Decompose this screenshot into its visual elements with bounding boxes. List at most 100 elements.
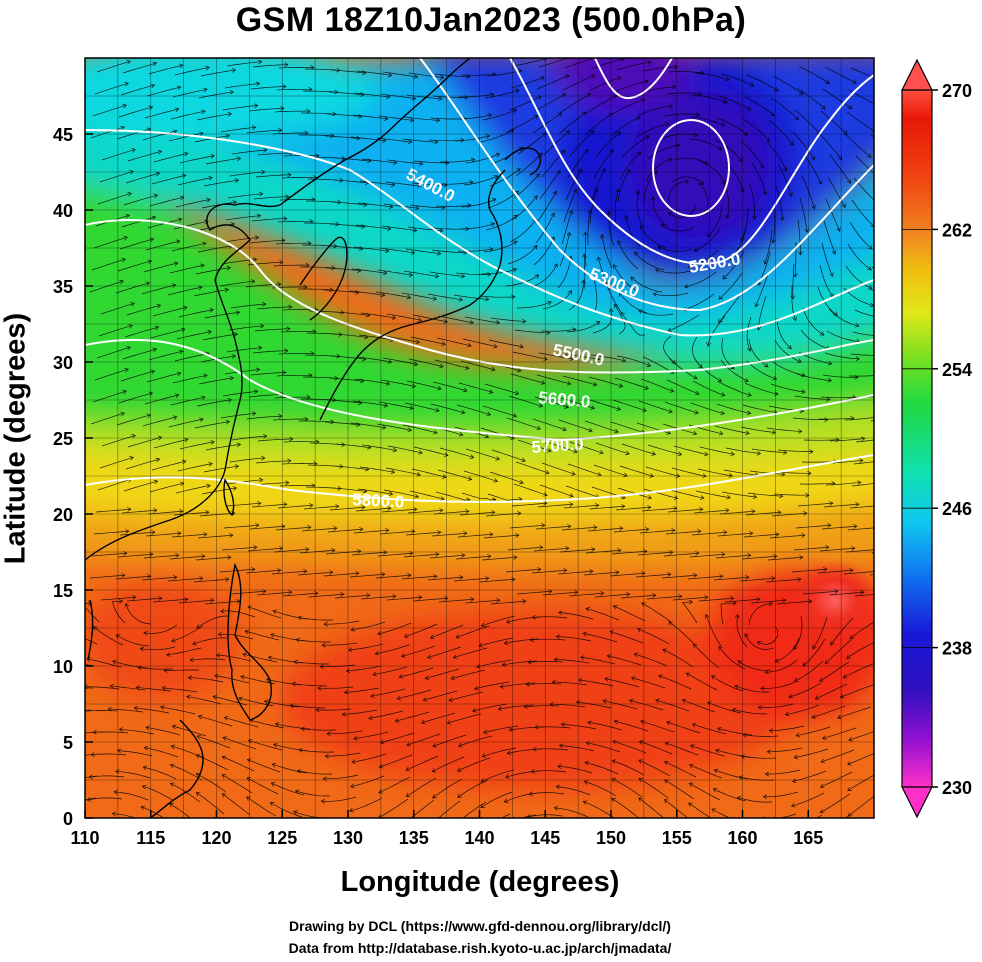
streamline-arrow <box>669 388 675 393</box>
streamline-arrow <box>829 272 834 277</box>
streamline <box>484 383 519 395</box>
streamline <box>119 531 155 536</box>
streamline-arrow <box>852 79 857 84</box>
streamline <box>692 723 727 735</box>
streamline <box>148 350 183 361</box>
streamline <box>301 728 337 731</box>
streamline <box>490 600 526 605</box>
streamline-arrow <box>704 613 710 619</box>
streamline <box>485 214 518 231</box>
streamline-arrow <box>85 820 89 824</box>
streamline-arrow <box>851 546 856 551</box>
streamline <box>593 149 614 180</box>
streamline-arrow <box>485 134 491 139</box>
streamline <box>432 734 467 747</box>
streamline <box>459 223 495 230</box>
streamline <box>796 726 831 737</box>
streamline-arrow <box>293 659 298 665</box>
streamline-arrow <box>810 155 815 161</box>
streamline <box>811 705 846 718</box>
streamline <box>453 647 488 659</box>
streamline <box>411 182 447 186</box>
streamline <box>773 493 809 496</box>
streamline-arrow <box>129 456 134 461</box>
streamline <box>224 369 260 375</box>
streamline-arrow <box>270 782 276 787</box>
x-axis: 110 115 120 125 130 135 140 145 150 155 160 165 <box>70 810 823 848</box>
streamline <box>688 138 722 151</box>
streamline <box>488 339 524 348</box>
streamline-arrow <box>756 597 761 602</box>
streamline <box>610 116 641 137</box>
streamline <box>85 687 94 689</box>
streamline <box>453 577 489 582</box>
streamline <box>621 443 656 455</box>
streamline <box>101 435 136 447</box>
streamline-arrow <box>200 263 205 269</box>
streamline-arrow <box>304 130 309 136</box>
streamline <box>664 113 700 117</box>
streamline <box>614 80 649 93</box>
streamline-arrow <box>663 760 669 766</box>
streamline-arrow <box>288 590 293 595</box>
streamline-arrow <box>608 113 614 118</box>
streamline <box>141 576 177 581</box>
streamline-arrow <box>582 631 587 637</box>
streamline-arrow <box>876 415 880 419</box>
streamline-arrow <box>483 729 488 735</box>
streamline <box>335 443 371 449</box>
streamline <box>246 129 282 134</box>
streamline-arrow <box>278 413 283 419</box>
streamline-arrow <box>759 163 764 169</box>
streamline <box>663 552 699 557</box>
streamline-arrow <box>560 149 566 155</box>
streamline <box>718 381 752 397</box>
streamline-arrow <box>616 406 622 411</box>
streamline <box>645 158 673 182</box>
streamline-arrow <box>305 547 310 552</box>
streamline <box>162 687 198 693</box>
streamline <box>255 174 291 178</box>
streamline-arrow <box>783 450 788 455</box>
streamline-arrow <box>764 669 769 675</box>
streamline-arrow <box>581 253 587 258</box>
streamline-arrow <box>269 802 275 807</box>
streamline-arrow <box>361 505 366 510</box>
streamline <box>247 606 282 619</box>
streamline <box>720 602 737 625</box>
streamline <box>636 190 643 226</box>
streamline-arrow <box>638 309 643 314</box>
streamline-arrow <box>385 381 391 386</box>
streamline <box>568 592 604 597</box>
streamline-arrow <box>153 479 159 485</box>
streamline <box>662 133 698 139</box>
streamline <box>848 375 874 377</box>
streamline <box>175 485 211 494</box>
streamline-arrow <box>174 393 180 398</box>
streamline <box>127 436 162 448</box>
streamline <box>351 753 387 763</box>
streamline-arrow <box>353 735 358 741</box>
streamline <box>796 87 826 110</box>
streamline <box>846 642 874 659</box>
streamline <box>227 193 263 199</box>
streamline-arrow <box>668 621 673 626</box>
streamline <box>667 508 703 513</box>
streamline-arrow <box>470 597 475 602</box>
streamline-arrow <box>819 809 825 814</box>
streamline <box>746 316 752 352</box>
streamline <box>315 708 352 711</box>
streamline <box>481 747 517 757</box>
streamline-arrow <box>784 711 790 717</box>
streamline-arrow <box>300 726 305 732</box>
streamline <box>586 95 618 114</box>
streamline-arrow <box>154 325 160 331</box>
streamline-arrow <box>693 375 698 380</box>
streamline-arrow <box>234 178 240 183</box>
streamline <box>196 399 232 407</box>
streamline <box>620 594 656 599</box>
streamline <box>536 374 571 385</box>
streamline-arrow <box>718 318 723 324</box>
streamline <box>257 438 293 442</box>
streamline-arrow <box>801 372 806 378</box>
